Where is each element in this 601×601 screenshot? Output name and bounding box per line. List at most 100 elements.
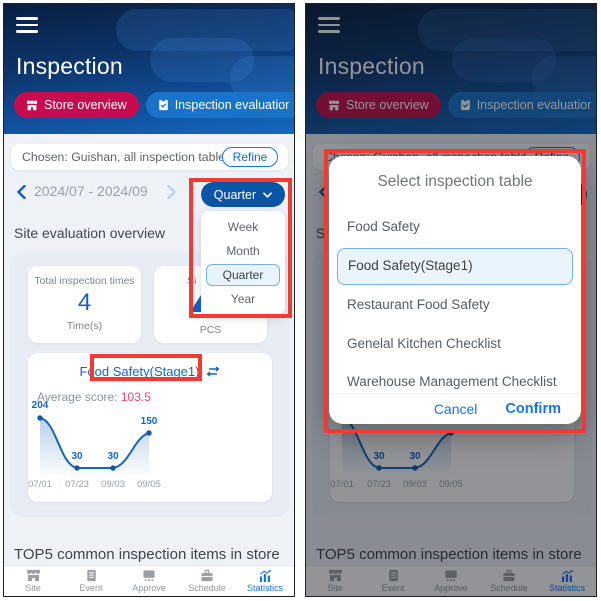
period-option-month[interactable]: Month	[226, 244, 260, 258]
inspection-table-switcher[interactable]: Food Safety(Stage1)	[28, 364, 272, 379]
average-score-label: Average score:	[37, 390, 118, 404]
period-option-quarter-selected[interactable]: Quarter	[206, 264, 280, 286]
table-option-genelal-kitchen-checklist[interactable]: Genelal Kitchen Checklist	[347, 336, 501, 351]
nav-item-schedule[interactable]: Schedule	[178, 566, 236, 596]
statistics-chart-icon	[259, 569, 272, 582]
next-period-icon[interactable]	[166, 185, 177, 199]
confirm-button[interactable]: Confirm	[505, 401, 561, 417]
nav-item-statistics[interactable]: Statistics	[538, 566, 596, 596]
nav-label: Site	[327, 583, 343, 593]
dialog-title: Select inspection table	[377, 173, 533, 190]
app-header: Inspection Store overview Inspection eva…	[4, 4, 294, 134]
tab-partial-next[interactable]	[591, 92, 596, 118]
x-axis-label: 07/23	[65, 479, 89, 490]
point-label: 30	[373, 451, 385, 462]
nav-item-event[interactable]: Event	[364, 566, 422, 596]
stat-card-value-fragment	[190, 295, 201, 312]
tab-inspection-evaluation-label: Inspection evaluation	[174, 98, 293, 112]
nav-item-site[interactable]: Site	[306, 566, 364, 596]
approve-monitor-icon	[143, 570, 155, 582]
table-option-restaurant-food-safety[interactable]: Restaurant Food Safety	[347, 297, 490, 312]
refine-button[interactable]: Refine	[222, 147, 278, 167]
tab-inspection-evaluation[interactable]: Inspection evaluation	[145, 92, 294, 118]
nav-item-schedule[interactable]: Schedule	[480, 566, 538, 596]
stat-card-value: 4	[77, 289, 92, 316]
tab-partial-next[interactable]	[289, 92, 294, 118]
x-axis-label: 09/05	[439, 479, 463, 490]
x-axis-label: 07/23	[367, 479, 391, 490]
filter-summary-bar: Chosen: Guishan, all inspection tables R…	[11, 144, 288, 170]
tab-inspection-evaluation[interactable]: Inspection evaluation	[447, 92, 596, 118]
average-score-value: 103.5	[120, 390, 151, 404]
event-document-icon	[388, 569, 398, 582]
table-option-warehouse-management-checklist[interactable]: Warehouse Management Checklist	[347, 374, 557, 389]
screen-right-with-modal: Inspection Store overview Inspection eva…	[305, 3, 597, 597]
period-select-button[interactable]: Quarter	[201, 182, 285, 207]
inspection-table-name: Food Safety(Stage1)	[79, 364, 200, 379]
header-decor-shape	[418, 9, 596, 51]
point-label: 204	[31, 400, 49, 411]
nav-item-statistics[interactable]: Statistics	[236, 566, 294, 596]
schedule-briefcase-icon	[201, 569, 213, 582]
site-store-icon	[26, 569, 40, 582]
site-store-icon	[328, 569, 342, 582]
point-label: 30	[409, 451, 421, 462]
period-dropdown-menu: Week Month Quarter Year	[201, 211, 285, 315]
x-axis-label: 09/03	[403, 479, 427, 490]
swap-icon	[206, 366, 220, 377]
nav-label: Schedule	[490, 583, 528, 593]
nav-item-approve[interactable]: Approve	[120, 566, 178, 596]
nav-label: Event	[381, 583, 405, 593]
filter-summary-text: Chosen: Guishan, all inspection tables	[22, 150, 232, 164]
stat-card-unit: Time(s)	[66, 320, 103, 332]
date-range-label: 2024/07 - 2024/09	[34, 183, 148, 199]
clipboard-check-icon	[158, 99, 168, 111]
line-chart: 204 30 30 150 07/01 07/23 09/03 09/05	[28, 397, 208, 493]
x-axis-label: 07/01	[28, 479, 52, 490]
approve-monitor-icon	[445, 570, 457, 582]
tab-inspection-evaluation-label: Inspection evaluation	[476, 98, 595, 112]
annotation-box-table-switcher	[90, 354, 202, 381]
store-icon	[328, 100, 340, 110]
point-label: 30	[71, 451, 83, 462]
tab-store-overview[interactable]: Store overview	[316, 92, 441, 118]
table-option-food-safety-stage1-selected[interactable]: Food Safety(Stage1)	[337, 248, 573, 285]
top5-section-title: TOP5 common inspection items in store	[14, 546, 280, 563]
stat-card-unit: PCS	[199, 324, 222, 336]
bottom-navigation: Site Event Approve Schedule Statistics	[4, 565, 294, 596]
tab-store-overview[interactable]: Store overview	[14, 92, 139, 118]
schedule-briefcase-icon	[503, 569, 515, 582]
screen-left: Inspection Store overview Inspection eva…	[3, 3, 295, 597]
page-title: Inspection	[16, 53, 123, 79]
period-option-year[interactable]: Year	[230, 292, 256, 306]
table-option-food-safety[interactable]: Food Safety	[347, 219, 420, 234]
point-label: 150	[140, 416, 158, 427]
line-chart-svg	[37, 415, 152, 475]
top5-section-title: TOP5 common inspection items in store	[316, 546, 582, 563]
nav-item-event[interactable]: Event	[62, 566, 120, 596]
header-decor-shape	[452, 38, 556, 82]
cancel-button[interactable]: Cancel	[433, 401, 478, 417]
annotation-box-period-dropdown	[189, 178, 292, 318]
x-axis-label: 09/05	[137, 479, 161, 490]
stat-card-total-inspections: Total inspection times 4 Time(s)	[28, 266, 141, 343]
chevron-down-icon	[263, 191, 273, 198]
period-option-week[interactable]: Week	[227, 220, 259, 234]
nav-label: Statistics	[548, 583, 585, 593]
prev-period-icon[interactable]	[16, 185, 27, 199]
menu-icon[interactable]	[16, 17, 38, 33]
event-document-icon	[86, 569, 96, 582]
header-tabs: Store overview Inspection evaluation	[316, 92, 596, 118]
menu-icon[interactable]	[318, 17, 340, 33]
section-title: Site evaluation overview	[14, 225, 165, 241]
page-title: Inspection	[318, 53, 425, 79]
header-tabs: Store overview Inspection evaluation	[14, 92, 294, 118]
dialog-footer: Cancel Confirm	[329, 393, 581, 424]
clipboard-check-icon	[460, 99, 470, 111]
nav-item-site[interactable]: Site	[4, 566, 62, 596]
nav-item-approve[interactable]: Approve	[422, 566, 480, 596]
average-score-row: Average score: 103.5	[37, 390, 151, 404]
nav-label: Approve	[434, 583, 468, 593]
nav-label: Approve	[132, 583, 166, 593]
point-label: 30	[107, 451, 119, 462]
